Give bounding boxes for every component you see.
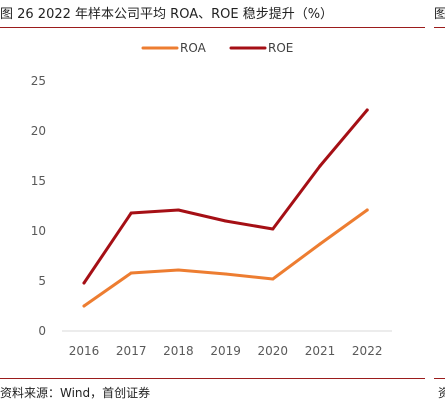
data-point-roa	[224, 272, 228, 276]
y-axis-ticks: 0 5 10 15 20 25	[31, 74, 46, 338]
data-point-roe	[365, 108, 369, 112]
y-tick-label: 25	[31, 74, 46, 88]
x-tick-label: 2018	[163, 344, 194, 358]
legend: ROA ROE	[141, 41, 293, 55]
y-tick-label: 5	[38, 274, 46, 288]
legend-label-roe: ROE	[268, 41, 293, 55]
data-point-roa	[365, 208, 369, 212]
bottom-rule-right	[434, 378, 445, 379]
top-rule-right	[434, 27, 445, 28]
top-rule	[0, 27, 425, 28]
data-point-roe	[271, 227, 275, 231]
data-point-roe	[176, 208, 180, 212]
data-point-roe	[129, 211, 133, 215]
data-point-roa	[318, 242, 322, 246]
x-tick-label: 2020	[258, 344, 289, 358]
y-tick-label: 10	[31, 224, 46, 238]
data-point-roa	[176, 268, 180, 272]
data-point-roe	[82, 281, 86, 285]
y-tick-label: 0	[38, 324, 46, 338]
data-point-roa	[271, 277, 275, 281]
next-source-fragment: 资	[438, 386, 445, 400]
series-lines	[82, 108, 369, 308]
x-tick-label: 2016	[69, 344, 100, 358]
data-point-roe	[224, 219, 228, 223]
next-figure-title-fragment: 图	[434, 7, 445, 22]
series-line-roa	[82, 208, 369, 308]
x-axis-ticks: 2016 2017 2018 2019 2020 2021 2022	[69, 344, 383, 358]
x-tick-label: 2017	[116, 344, 147, 358]
chart-title: 图 26 2022 年样本公司平均 ROA、ROE 稳步提升（%）	[0, 7, 334, 22]
source-note: 资料来源：Wind，首创证券	[0, 386, 151, 400]
x-tick-label: 2019	[210, 344, 241, 358]
series-line-roe	[82, 108, 369, 285]
x-tick-label: 2021	[305, 344, 336, 358]
bottom-rule	[0, 378, 425, 379]
data-point-roe	[318, 164, 322, 168]
data-point-roa	[129, 271, 133, 275]
data-point-roa	[82, 304, 86, 308]
y-tick-label: 15	[31, 174, 46, 188]
x-tick-label: 2022	[352, 344, 383, 358]
y-tick-label: 20	[31, 124, 46, 138]
legend-label-roa: ROA	[180, 41, 207, 55]
